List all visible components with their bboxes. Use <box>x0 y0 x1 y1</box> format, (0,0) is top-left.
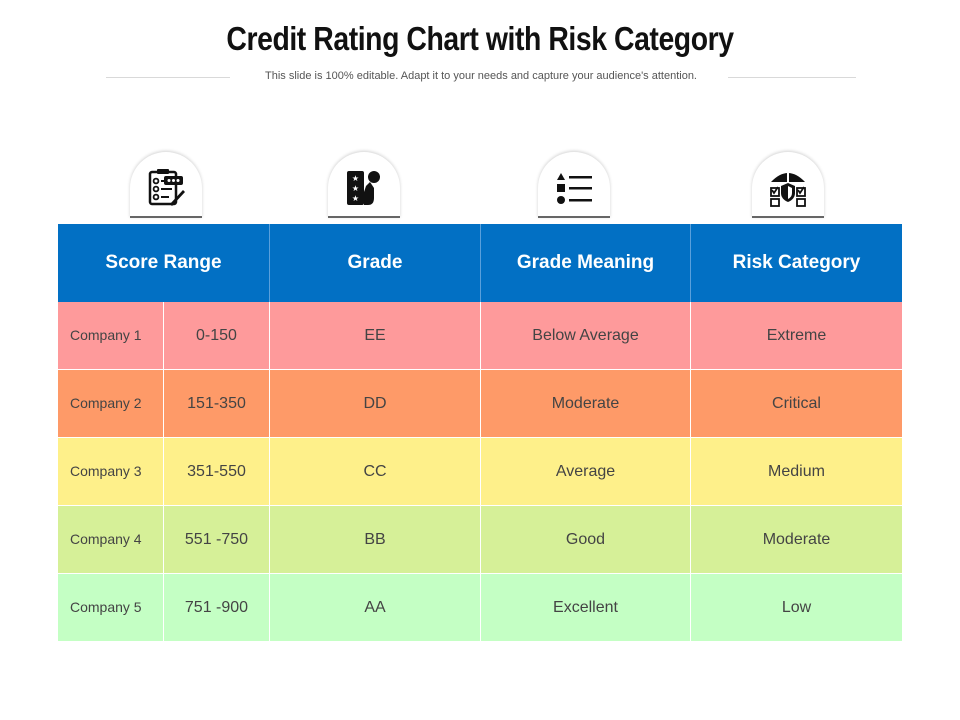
page-title: Credit Rating Chart with Risk Category <box>226 20 734 57</box>
table-row: Company 2 151-350 DD Moderate Critical <box>58 370 902 438</box>
score-range-cell: 751 -900 <box>164 574 270 641</box>
grade-cell: DD <box>270 370 481 437</box>
grade-badge: ★ ★ ★ <box>328 152 400 218</box>
risk-category-cell: Low <box>781 598 812 616</box>
column-grade: Grade <box>270 224 481 302</box>
company-cell: Company 2 <box>58 370 164 437</box>
risk-category-badge <box>752 152 824 218</box>
table-row: Company 4 551 -750 BB Good Moderate <box>58 506 902 574</box>
risk-category-cell: Medium <box>768 462 825 480</box>
grade-meaning-cell: Moderate <box>481 370 691 437</box>
subtitle-row: This slide is 100% editable. Adapt it to… <box>106 70 856 84</box>
score-range-badge <box>130 152 202 218</box>
score-range-cell: 151-350 <box>164 370 270 437</box>
divider-left <box>106 77 230 78</box>
table-row: Company 5 751 -900 AA Excellent Low <box>58 574 902 642</box>
risk-category-cell: Extreme <box>766 326 827 344</box>
column-score-range: Score Range <box>58 224 270 302</box>
list-shapes-icon <box>557 173 592 204</box>
grade-meaning-cell: Good <box>481 506 691 573</box>
svg-text:★: ★ <box>352 194 359 203</box>
column-risk-category: Risk Category <box>732 252 861 273</box>
table-row: Company 1 0-150 EE Below Average Extreme <box>58 302 902 370</box>
grade-meaning-cell: Average <box>481 438 691 505</box>
table-row: Company 3 351-550 CC Average Medium <box>58 438 902 506</box>
credit-rating-table: Score Range Grade Grade Meaning Risk Cat… <box>58 224 902 642</box>
column-grade-meaning: Grade Meaning <box>481 224 691 302</box>
checklist-card-icon <box>148 169 185 206</box>
grade-cell: AA <box>270 574 481 641</box>
grade-cell: CC <box>270 438 481 505</box>
grade-cell: EE <box>270 302 481 369</box>
grade-meaning-badge <box>538 152 610 218</box>
svg-text:★: ★ <box>352 184 359 193</box>
score-range-cell: 0-150 <box>164 302 270 369</box>
company-cell: Company 1 <box>58 302 164 369</box>
page-subtitle: This slide is 100% editable. Adapt it to… <box>265 70 697 82</box>
table-header: Score Range Grade Grade Meaning Risk Cat… <box>58 224 902 302</box>
risk-category-cell: Moderate <box>762 530 831 548</box>
company-cell: Company 3 <box>58 438 164 505</box>
score-range-cell: 551 -750 <box>164 506 270 573</box>
company-cell: Company 5 <box>58 574 164 641</box>
rating-hand-icon: ★ ★ ★ <box>347 171 380 205</box>
grade-cell: BB <box>270 506 481 573</box>
grade-meaning-cell: Excellent <box>481 574 691 641</box>
risk-category-cell: Critical <box>772 394 821 412</box>
grade-meaning-cell: Below Average <box>481 302 691 369</box>
umbrella-shield-icon <box>770 172 806 207</box>
divider-right <box>728 77 856 78</box>
score-range-cell: 351-550 <box>164 438 270 505</box>
company-cell: Company 4 <box>58 506 164 573</box>
svg-text:★: ★ <box>352 174 359 183</box>
